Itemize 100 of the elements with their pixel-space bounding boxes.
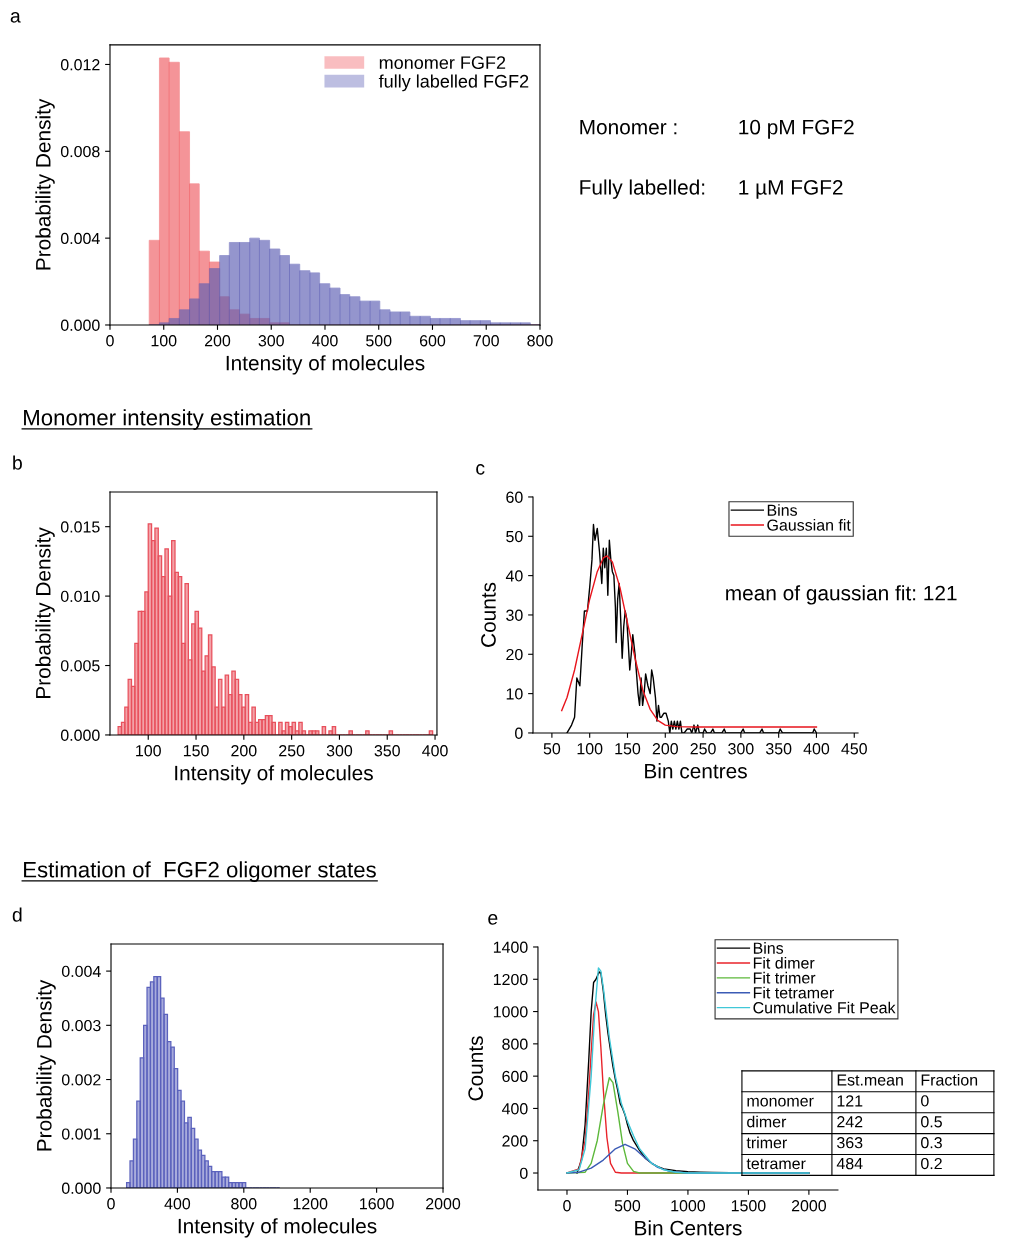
y-tick-label: 0 (519, 1167, 528, 1179)
text: 0 (921, 1095, 929, 1107)
x-tick-label: 1500 (731, 1200, 766, 1212)
y-tick-label: 0.004 (60, 232, 100, 245)
legend-label: Bins (767, 504, 798, 516)
x-tick-label: 300 (728, 743, 754, 755)
x-tick-label: 100 (136, 745, 161, 757)
y-tick-label: 0.004 (61, 965, 101, 978)
y-axis-title: Probability Density (35, 98, 55, 270)
annotation: mean of gaussian fit: 121 (726, 585, 957, 605)
y-tick-label: 600 (502, 1070, 528, 1083)
y-axis-title: Probability Density (35, 527, 55, 699)
annotation: 484 (836, 1157, 863, 1170)
text: 0.5 (921, 1116, 942, 1128)
x-tick-label: 0 (563, 1200, 571, 1212)
x-tick-label: 2000 (426, 1198, 461, 1210)
x-tick-label: 1600 (360, 1198, 394, 1210)
legend-label: Fit trimer (753, 971, 816, 984)
annotation: monomer (747, 1097, 814, 1107)
y-tick-label: 0 (515, 727, 523, 739)
y-tick-label: 50 (506, 530, 523, 543)
x-tick-label: 150 (183, 745, 209, 757)
x-tick-label: 200 (231, 745, 257, 757)
x-tick-label: 350 (374, 745, 400, 757)
legend-label: Gaussian fit (767, 519, 851, 531)
x-tick-label: 800 (231, 1198, 257, 1210)
x-tick-label: 400 (422, 745, 448, 757)
x-axis-title: Bin centres (645, 763, 747, 779)
y-tick-label: 20 (506, 648, 523, 661)
legend-label: Fit tetramer (753, 986, 834, 999)
x-axis-title: Intensity of molecules (178, 1218, 377, 1238)
x-tick-label: 300 (326, 745, 353, 757)
text: Estimation of FGF2 oligomer states (24, 861, 376, 882)
annotation: 121 (837, 1095, 863, 1107)
text: Monomer : (580, 120, 677, 135)
y-axis-title: Counts (481, 582, 496, 647)
y-tick-label: 1400 (493, 941, 528, 953)
x-axis-title: Bin Centers (635, 1220, 742, 1236)
legend-label: Fit dimer (753, 956, 815, 969)
legend-label: Bins (753, 942, 784, 954)
annotation: tetramer (746, 1158, 806, 1170)
x-tick-label: 700 (473, 335, 499, 347)
x-tick-label: 1200 (293, 1198, 328, 1210)
annotation: Est.mean (837, 1074, 903, 1086)
chart-title: e (488, 914, 498, 925)
y-tick-label: 0.000 (60, 319, 100, 331)
legend-label: fully labelled FGF2 (378, 74, 529, 92)
x-tick-label: 800 (527, 335, 553, 347)
y-tick-label: 30 (506, 609, 523, 621)
y-tick-label: 800 (502, 1038, 528, 1050)
y-tick-label: 0.003 (61, 1019, 101, 1032)
y-tick-label: 0.000 (61, 1182, 101, 1194)
y-tick-label: 0.008 (60, 145, 100, 158)
y-axis-title: Counts (468, 1036, 484, 1101)
x-axis-title: Intensity of molecules (175, 765, 373, 785)
y-tick-label: 0.002 (61, 1074, 101, 1086)
y-axis-title: Probability Density (36, 979, 56, 1151)
x-tick-label: 250 (690, 743, 716, 755)
legend-label: Cumulative Fit Peak (753, 1001, 896, 1014)
y-tick-label: 10 (506, 688, 523, 700)
text: Monomer intensity estimation (24, 409, 310, 430)
y-tick-label: 0.010 (60, 590, 100, 603)
y-tick-label: 1200 (493, 973, 528, 986)
y-tick-label: 0.012 (60, 59, 100, 71)
y-tick-label: 0.005 (60, 660, 100, 672)
annotation: 363 (837, 1137, 863, 1149)
chart-title: c (476, 464, 485, 475)
y-tick-label: 60 (506, 491, 523, 503)
x-tick-label: 500 (366, 335, 392, 347)
x-tick-label: 0 (106, 335, 114, 347)
text: 0.2 (921, 1157, 942, 1170)
x-tick-label: 2000 (791, 1200, 827, 1212)
chart-title: d (12, 907, 22, 922)
x-tick-label: 600 (419, 335, 446, 347)
x-tick-label: 450 (841, 743, 867, 755)
x-tick-label: 0 (107, 1198, 115, 1210)
y-tick-label: 0.001 (61, 1128, 101, 1140)
text: 0.3 (921, 1137, 942, 1149)
chart-title: a (10, 12, 21, 23)
x-tick-label: 250 (279, 745, 305, 757)
x-tick-label: 150 (615, 743, 641, 755)
x-tick-label: 400 (164, 1198, 191, 1210)
x-tick-label: 100 (151, 335, 177, 347)
y-tick-label: 400 (501, 1103, 528, 1115)
text: Fully labelled: (580, 179, 705, 199)
x-tick-label: 350 (765, 743, 792, 755)
x-tick-label: 500 (614, 1200, 641, 1212)
x-tick-label: 400 (312, 335, 338, 347)
annotation: trimer (746, 1136, 787, 1149)
x-tick-label: 400 (803, 743, 830, 755)
x-tick-label: 200 (204, 335, 231, 347)
annotation: 242 (837, 1116, 863, 1128)
x-tick-label: 50 (543, 743, 561, 755)
text: 10 pM FGF2 (739, 119, 854, 139)
annotation: dimer (747, 1115, 787, 1128)
x-tick-label: 300 (258, 335, 284, 347)
y-tick-label: 0.000 (60, 729, 100, 741)
y-tick-label: 1000 (493, 1006, 528, 1018)
chart-title: b (13, 455, 22, 470)
legend-label: monomer FGF2 (379, 56, 506, 70)
